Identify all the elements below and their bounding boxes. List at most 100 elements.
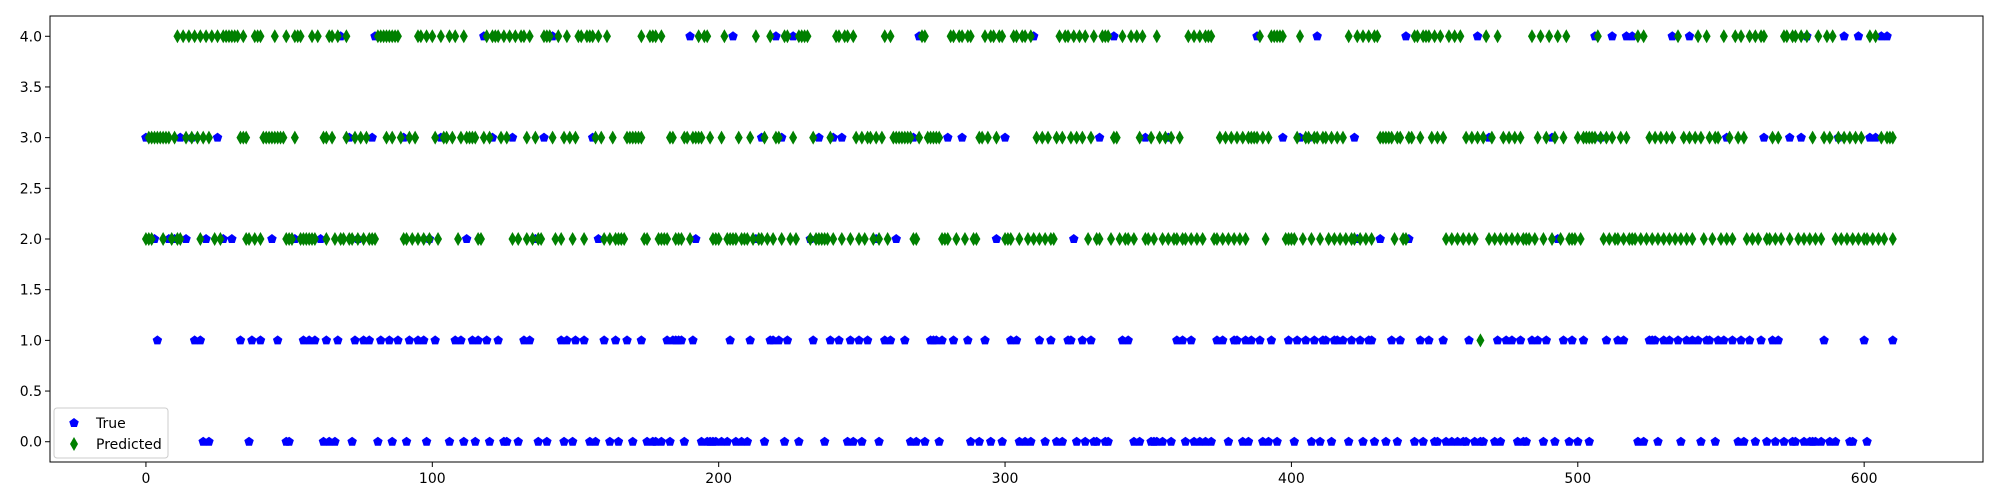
true-point xyxy=(418,335,429,345)
predicted-point xyxy=(789,130,798,145)
predicted-point xyxy=(1442,232,1451,246)
true-point xyxy=(1266,335,1277,345)
predicted-point xyxy=(602,29,611,44)
true-point xyxy=(244,436,254,446)
y-tick-label: 4.0 xyxy=(20,29,42,45)
true-point xyxy=(376,335,386,345)
predicted-point xyxy=(1198,232,1207,246)
predicted-point xyxy=(620,232,629,246)
predicted-point xyxy=(528,232,537,246)
predicted-point xyxy=(511,29,520,44)
predicted-point xyxy=(1049,232,1058,246)
predicted-point xyxy=(989,29,998,44)
predicted-point xyxy=(182,130,191,145)
true-point xyxy=(688,335,698,345)
axes: 0 100 200 300 400 500 600 0.0 0.5 1.0 1.5 2.0 2.5 3.0… xyxy=(20,15,1984,487)
predicted-point xyxy=(1737,29,1746,44)
predicted-point xyxy=(852,130,861,145)
predicted-point xyxy=(459,29,468,44)
true-point xyxy=(1289,436,1300,446)
x-tick-label: 200 xyxy=(705,471,732,487)
predicted-point xyxy=(1307,232,1316,246)
predicted-point xyxy=(1694,29,1703,44)
predicted-point xyxy=(371,232,380,246)
predicted-point xyxy=(1084,232,1093,246)
predicted-point xyxy=(1041,232,1050,246)
predicted-point xyxy=(242,130,251,145)
true-point xyxy=(779,436,790,446)
predicted-point xyxy=(1576,232,1585,246)
predicted-point xyxy=(1682,232,1691,246)
true-point xyxy=(364,335,375,345)
true-point xyxy=(384,335,395,345)
predicted-point xyxy=(749,232,758,246)
predicted-point xyxy=(322,130,331,145)
true-point xyxy=(722,436,733,446)
predicted-point xyxy=(1619,232,1628,246)
predicted-point xyxy=(1470,232,1479,246)
predicted-point xyxy=(1782,29,1791,44)
predicted-point xyxy=(1290,232,1299,246)
predicted-point xyxy=(413,232,422,246)
predicted-point xyxy=(1602,130,1611,145)
predicted-point xyxy=(1321,130,1330,145)
predicted-point xyxy=(1324,232,1333,246)
predicted-point xyxy=(1685,130,1694,145)
predicted-point xyxy=(1834,130,1843,145)
true-point xyxy=(985,436,996,446)
y-tick-label: 0.0 xyxy=(20,435,42,451)
predicted-point xyxy=(949,29,958,44)
x-tick-label: 300 xyxy=(992,471,1019,487)
predicted-point xyxy=(1636,232,1645,246)
predicted-point xyxy=(416,29,425,44)
predicted-point xyxy=(1731,29,1740,44)
true-point xyxy=(1461,436,1471,446)
true-point xyxy=(1696,436,1706,446)
predicted-point xyxy=(1513,232,1522,246)
true-point xyxy=(1739,436,1749,446)
predicted-point xyxy=(1696,130,1705,145)
true-point xyxy=(771,31,781,41)
predicted-point xyxy=(1316,232,1325,246)
true-point xyxy=(204,436,214,446)
predicted-point xyxy=(1820,130,1829,145)
y-tick-label: 1.0 xyxy=(20,333,42,349)
predicted-point xyxy=(425,232,434,246)
predicted-point xyxy=(179,29,188,44)
predicted-point xyxy=(1745,29,1754,44)
predicted-point xyxy=(1865,29,1874,44)
predicted-point xyxy=(600,232,609,246)
predicted-point xyxy=(1573,130,1582,145)
predicted-point xyxy=(1066,130,1075,145)
true-point xyxy=(845,335,856,345)
true-point xyxy=(473,335,483,345)
predicted-point xyxy=(554,29,563,44)
predicted-point xyxy=(1464,232,1473,246)
true-point xyxy=(1673,335,1683,345)
predicted-point xyxy=(1699,232,1708,246)
true-point xyxy=(272,335,283,345)
predicted-point xyxy=(328,29,337,44)
true-point xyxy=(1069,234,1079,244)
predicted-point xyxy=(875,232,884,246)
true-point xyxy=(1011,335,1022,345)
predicted-point xyxy=(992,130,1001,145)
true-point xyxy=(1847,436,1858,446)
predicted-point xyxy=(167,232,176,246)
y-tick-label: 3.5 xyxy=(20,80,42,96)
predicted-point xyxy=(1038,130,1047,145)
true-point xyxy=(1180,436,1191,446)
predicted-point xyxy=(1095,232,1104,246)
true-point xyxy=(195,335,206,345)
predicted-point xyxy=(1651,130,1660,145)
predicted-point xyxy=(1167,130,1176,145)
predicted-point xyxy=(1590,130,1599,145)
predicted-point xyxy=(159,232,168,246)
predicted-point xyxy=(1662,130,1671,145)
true-point xyxy=(1206,436,1216,446)
predicted-point xyxy=(256,29,265,44)
predicted-point xyxy=(869,232,878,246)
true-point xyxy=(948,335,959,345)
true-point xyxy=(1000,132,1010,142)
predicted-point xyxy=(173,29,182,44)
